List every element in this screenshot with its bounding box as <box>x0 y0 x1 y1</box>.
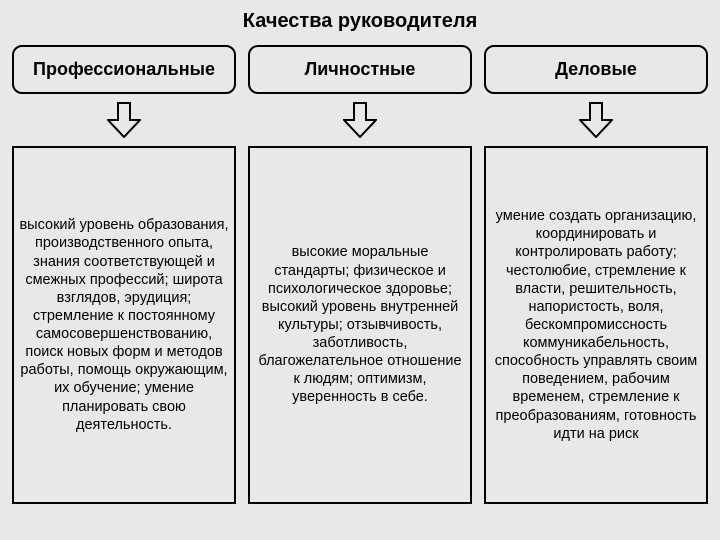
header-box: Личностные <box>248 45 472 94</box>
column-personal: Личностные высокие моральные стандарты; … <box>248 45 472 504</box>
body-text: высокие моральные стандарты; физическое … <box>254 243 466 406</box>
body-box: высокие моральные стандарты; физическое … <box>248 146 472 504</box>
column-professional: Профессиональные высокий уровень образов… <box>12 45 236 504</box>
page-title: Качества руководителя <box>12 10 708 33</box>
body-text: высокий уровень образования, производств… <box>18 216 230 434</box>
body-box: умение создать организацию, координирова… <box>484 146 708 504</box>
header-box: Деловые <box>484 45 708 94</box>
down-arrow-icon <box>579 102 613 138</box>
column-business: Деловые умение создать организацию, коор… <box>484 45 708 504</box>
down-arrow-icon <box>107 102 141 138</box>
header-box: Профессиональные <box>12 45 236 94</box>
columns-container: Профессиональные высокий уровень образов… <box>12 45 708 504</box>
body-text: умение создать организацию, координирова… <box>490 207 702 443</box>
body-box: высокий уровень образования, производств… <box>12 146 236 504</box>
down-arrow-icon <box>343 102 377 138</box>
